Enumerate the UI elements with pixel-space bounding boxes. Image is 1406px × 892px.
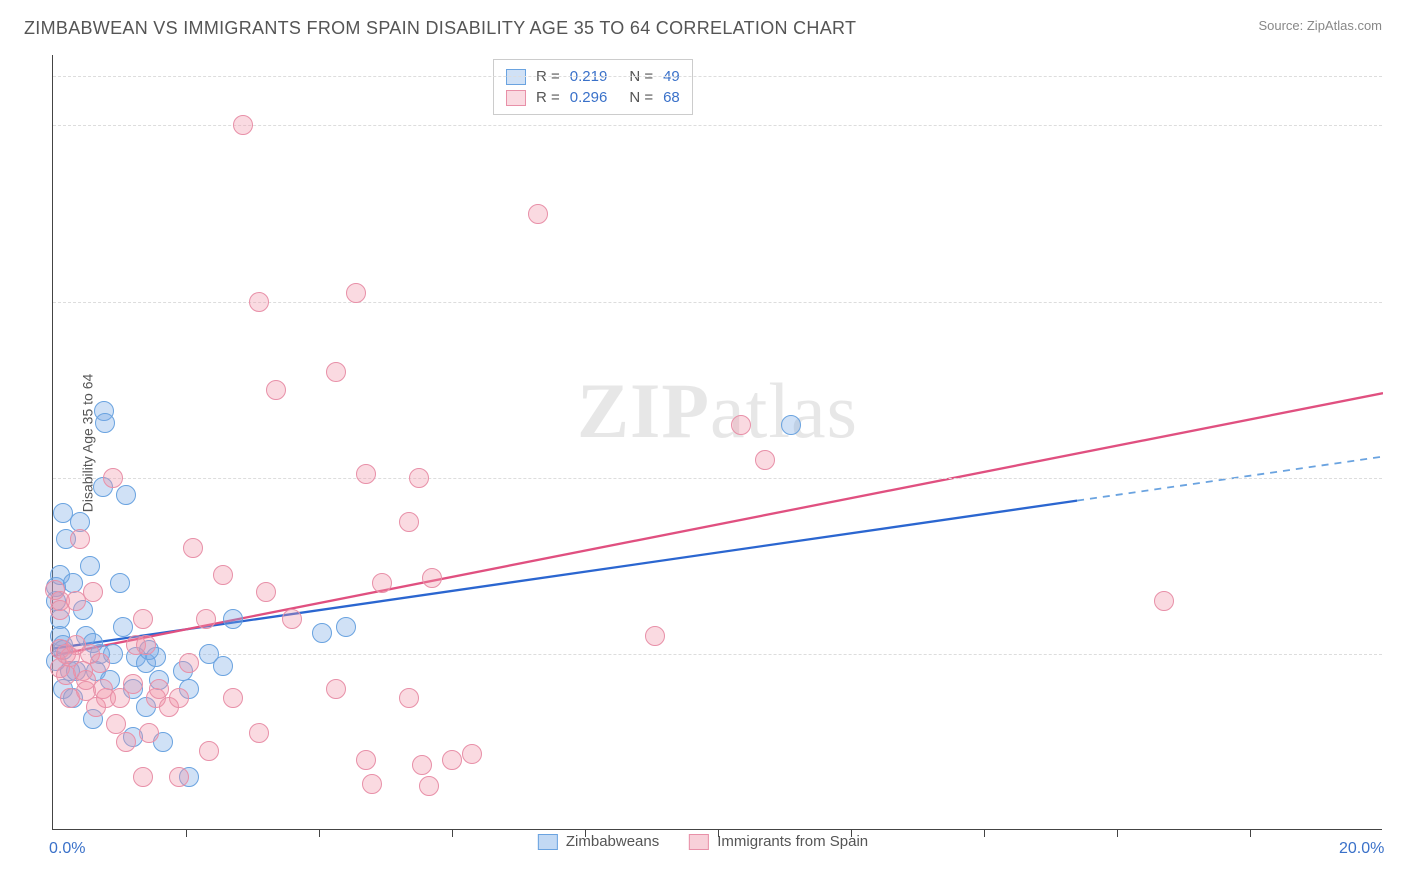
data-point — [249, 292, 269, 312]
data-point — [645, 626, 665, 646]
data-point — [116, 485, 136, 505]
data-point — [346, 283, 366, 303]
data-point — [356, 464, 376, 484]
data-point — [133, 609, 153, 629]
data-point — [123, 674, 143, 694]
data-point — [223, 609, 243, 629]
data-point — [223, 688, 243, 708]
data-point — [233, 115, 253, 135]
data-point — [80, 556, 100, 576]
data-point — [213, 656, 233, 676]
data-point — [183, 538, 203, 558]
legend-item: Zimbabweans — [538, 833, 659, 850]
data-point — [419, 776, 439, 796]
data-point — [199, 741, 219, 761]
data-point — [372, 573, 392, 593]
y-axis-label: Disability Age 35 to 64 — [79, 373, 95, 512]
data-point — [133, 767, 153, 787]
plot-area: ZIPatlas R =0.219N =49R =0.296N =68 10.0… — [52, 55, 1382, 830]
legend-swatch — [506, 90, 526, 106]
legend-swatch — [689, 834, 709, 850]
data-point — [196, 609, 216, 629]
data-point — [116, 732, 136, 752]
data-point — [110, 573, 130, 593]
x-tick-label: 20.0% — [1339, 840, 1384, 858]
legend-bottom: Zimbabweans Immigrants from Spain — [538, 833, 868, 850]
data-point — [442, 750, 462, 770]
data-point — [312, 623, 332, 643]
y-tick-label: 40.0% — [1392, 116, 1406, 134]
data-point — [113, 617, 133, 637]
data-point — [169, 767, 189, 787]
data-point — [781, 415, 801, 435]
data-point — [356, 750, 376, 770]
data-point — [90, 653, 110, 673]
data-point — [462, 744, 482, 764]
chart-container: ZIPatlas R =0.219N =49R =0.296N =68 10.0… — [52, 55, 1382, 830]
data-point — [422, 568, 442, 588]
legend-stats: R =0.219N =49R =0.296N =68 — [493, 59, 693, 115]
data-point — [412, 755, 432, 775]
x-tick-label: 0.0% — [49, 840, 85, 858]
data-point — [213, 565, 233, 585]
data-point — [399, 688, 419, 708]
data-point — [282, 609, 302, 629]
data-point — [249, 723, 269, 743]
source-label: Source: ZipAtlas.com — [1258, 18, 1382, 33]
data-point — [336, 617, 356, 637]
data-point — [70, 529, 90, 549]
legend-stats-row: R =0.296N =68 — [506, 87, 680, 108]
data-point — [731, 415, 751, 435]
data-point — [362, 774, 382, 794]
y-tick-label: 30.0% — [1392, 293, 1406, 311]
data-point — [136, 635, 156, 655]
data-point — [45, 580, 65, 600]
legend-swatch — [538, 834, 558, 850]
data-point — [1154, 591, 1174, 611]
data-point — [326, 362, 346, 382]
data-point — [103, 468, 123, 488]
data-point — [95, 413, 115, 433]
data-point — [169, 688, 189, 708]
data-point — [755, 450, 775, 470]
data-point — [256, 582, 276, 602]
data-point — [266, 380, 286, 400]
data-point — [179, 653, 199, 673]
trend-lines — [53, 55, 1383, 830]
data-point — [326, 679, 346, 699]
legend-item: Immigrants from Spain — [689, 833, 868, 850]
y-tick-label: 10.0% — [1392, 645, 1406, 663]
data-point — [83, 582, 103, 602]
chart-title: ZIMBABWEAN VS IMMIGRANTS FROM SPAIN DISA… — [24, 18, 856, 39]
data-point — [409, 468, 429, 488]
data-point — [139, 723, 159, 743]
y-tick-label: 20.0% — [1392, 469, 1406, 487]
data-point — [528, 204, 548, 224]
data-point — [399, 512, 419, 532]
